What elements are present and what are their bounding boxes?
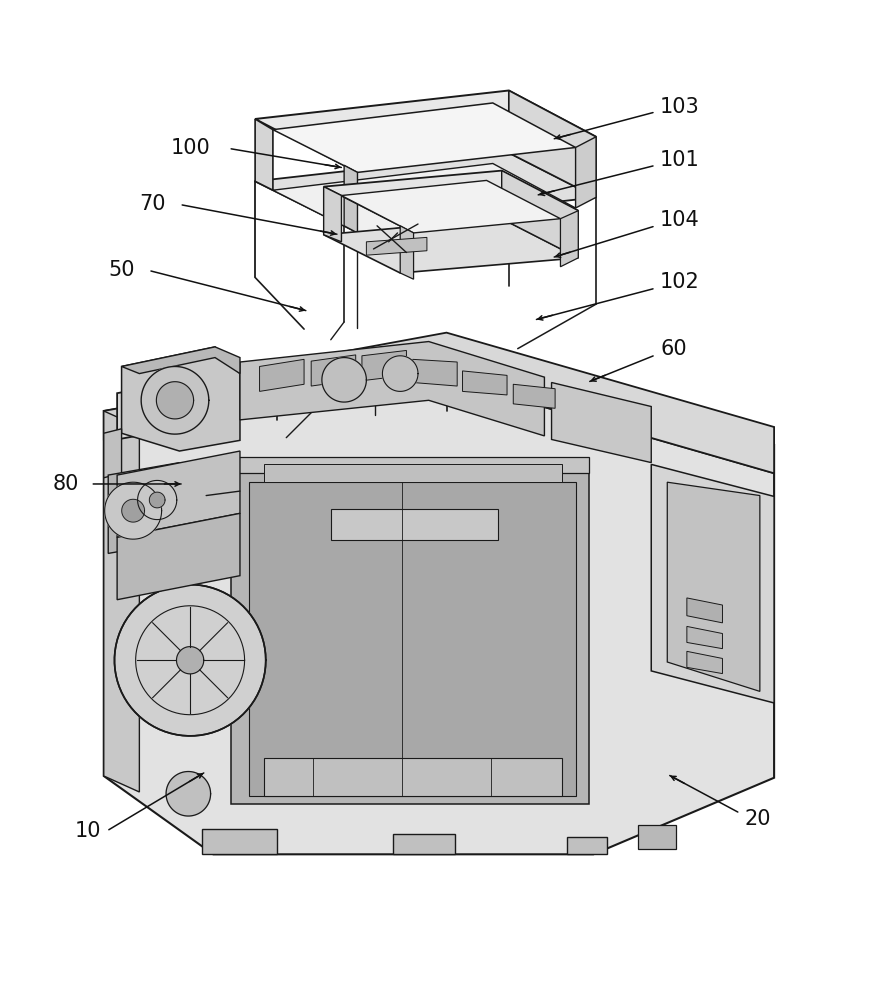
- Polygon shape: [260, 359, 304, 391]
- Polygon shape: [121, 347, 240, 451]
- Text: 80: 80: [53, 474, 79, 494]
- Text: 60: 60: [660, 339, 687, 359]
- Polygon shape: [341, 180, 561, 233]
- Polygon shape: [552, 382, 651, 463]
- Polygon shape: [687, 626, 722, 649]
- Polygon shape: [249, 482, 576, 796]
- Polygon shape: [463, 371, 507, 395]
- Text: 104: 104: [660, 210, 700, 230]
- Polygon shape: [114, 585, 266, 736]
- Polygon shape: [255, 90, 596, 165]
- Polygon shape: [323, 219, 579, 273]
- Polygon shape: [273, 103, 576, 172]
- Polygon shape: [323, 187, 341, 242]
- Polygon shape: [104, 482, 162, 539]
- Text: 103: 103: [660, 97, 700, 117]
- Polygon shape: [149, 492, 165, 508]
- Polygon shape: [255, 153, 596, 226]
- Polygon shape: [687, 651, 722, 674]
- Polygon shape: [231, 473, 589, 804]
- Polygon shape: [321, 358, 366, 402]
- Text: 100: 100: [171, 138, 210, 158]
- Polygon shape: [117, 451, 240, 537]
- Polygon shape: [156, 382, 194, 419]
- Polygon shape: [273, 163, 576, 233]
- Polygon shape: [255, 119, 273, 190]
- Text: 101: 101: [660, 150, 700, 170]
- Polygon shape: [366, 237, 427, 255]
- Polygon shape: [138, 480, 177, 520]
- Polygon shape: [231, 457, 589, 473]
- Polygon shape: [413, 359, 457, 386]
- Polygon shape: [567, 837, 606, 854]
- Polygon shape: [330, 509, 498, 540]
- Polygon shape: [177, 647, 204, 674]
- Polygon shape: [393, 834, 455, 854]
- Polygon shape: [561, 211, 579, 267]
- Polygon shape: [651, 464, 774, 703]
- Polygon shape: [104, 411, 139, 792]
- Polygon shape: [104, 350, 774, 854]
- Polygon shape: [117, 333, 774, 473]
- Polygon shape: [687, 598, 722, 623]
- Polygon shape: [121, 499, 145, 522]
- Polygon shape: [121, 347, 240, 374]
- Polygon shape: [166, 772, 211, 816]
- Polygon shape: [264, 464, 563, 482]
- Polygon shape: [382, 356, 418, 391]
- Text: 50: 50: [108, 260, 135, 280]
- Polygon shape: [362, 350, 406, 381]
- Polygon shape: [667, 482, 760, 691]
- Text: 20: 20: [745, 809, 772, 829]
- Polygon shape: [117, 513, 240, 600]
- Text: 10: 10: [74, 821, 101, 841]
- Polygon shape: [311, 355, 355, 386]
- Polygon shape: [513, 384, 555, 408]
- Polygon shape: [108, 463, 179, 553]
- Polygon shape: [638, 825, 676, 849]
- Polygon shape: [502, 171, 579, 258]
- Text: 102: 102: [660, 272, 700, 292]
- Polygon shape: [509, 90, 596, 197]
- Polygon shape: [400, 226, 413, 279]
- Text: 70: 70: [139, 194, 166, 214]
- Polygon shape: [344, 165, 357, 233]
- Polygon shape: [104, 350, 774, 473]
- Polygon shape: [141, 366, 209, 434]
- Polygon shape: [240, 342, 545, 436]
- Polygon shape: [104, 429, 121, 478]
- Polygon shape: [576, 137, 596, 208]
- Polygon shape: [264, 758, 563, 796]
- Polygon shape: [323, 171, 579, 226]
- Polygon shape: [202, 829, 278, 854]
